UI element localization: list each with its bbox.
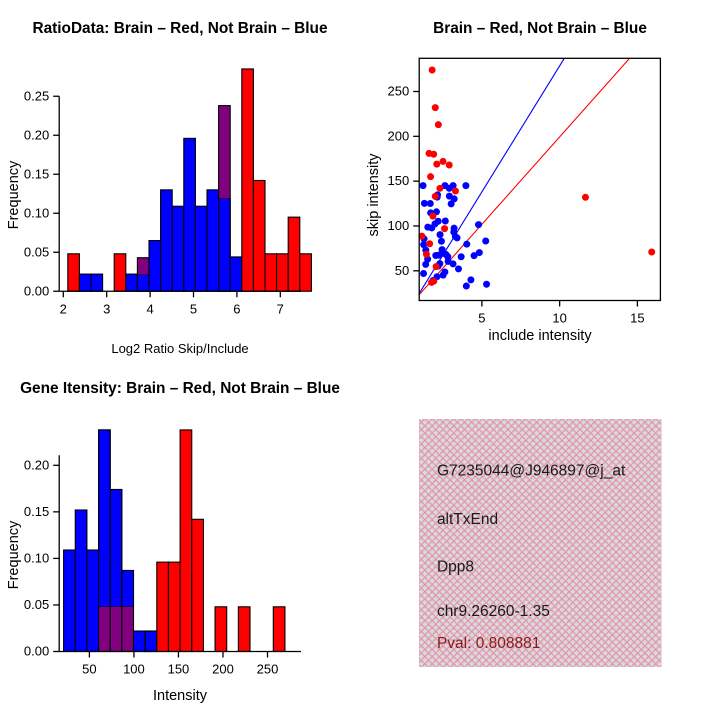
svg-text:0.05: 0.05 [24, 244, 49, 259]
svg-text:skip intensity: skip intensity [366, 153, 382, 237]
svg-text:Frequency: Frequency [6, 520, 22, 589]
svg-text:Dpp8: Dpp8 [437, 559, 474, 576]
svg-text:15: 15 [630, 311, 644, 326]
svg-text:4: 4 [146, 301, 153, 316]
svg-text:Brain – Red, Not Brain – Blue: Brain – Red, Not Brain – Blue [433, 20, 647, 37]
svg-text:50: 50 [395, 263, 409, 278]
svg-text:6: 6 [233, 301, 240, 316]
svg-text:250: 250 [257, 662, 279, 677]
svg-text:100: 100 [387, 218, 409, 233]
svg-text:150: 150 [387, 173, 409, 188]
svg-text:200: 200 [212, 662, 234, 677]
svg-text:0.15: 0.15 [24, 504, 49, 519]
svg-text:150: 150 [168, 662, 190, 677]
svg-text:chr9.26260-1.35: chr9.26260-1.35 [437, 603, 550, 620]
svg-text:RatioData: Brain – Red, Not Br: RatioData: Brain – Red, Not Brain – Blue [32, 20, 327, 37]
svg-text:0.20: 0.20 [24, 457, 49, 472]
svg-text:200: 200 [387, 128, 409, 143]
svg-text:altTxEnd: altTxEnd [437, 511, 498, 528]
svg-text:3: 3 [103, 301, 110, 316]
svg-text:Frequency: Frequency [6, 160, 22, 229]
svg-text:2: 2 [60, 301, 67, 316]
svg-text:0.20: 0.20 [24, 127, 49, 142]
svg-text:G7235044@J946897@j_at: G7235044@J946897@j_at [437, 462, 626, 479]
svg-text:7: 7 [277, 301, 284, 316]
svg-text:Log2 Ratio Skip/Include: Log2 Ratio Skip/Include [111, 341, 248, 356]
svg-text:0.10: 0.10 [24, 550, 49, 565]
svg-text:Intensity: Intensity [153, 688, 208, 704]
svg-text:250: 250 [387, 84, 409, 99]
svg-text:5: 5 [478, 311, 485, 326]
svg-text:50: 50 [82, 662, 96, 677]
svg-text:0.00: 0.00 [24, 283, 49, 298]
svg-text:10: 10 [552, 311, 566, 326]
svg-text:0.10: 0.10 [24, 205, 49, 220]
svg-text:0.05: 0.05 [24, 597, 49, 612]
svg-text:5: 5 [190, 301, 197, 316]
svg-text:0.25: 0.25 [24, 88, 49, 103]
svg-text:0.15: 0.15 [24, 166, 49, 181]
svg-text:100: 100 [123, 662, 145, 677]
svg-text:Gene Itensity: Brain – Red, No: Gene Itensity: Brain – Red, Not Brain – … [20, 380, 340, 397]
svg-text:0.00: 0.00 [24, 644, 49, 659]
svg-text:Pval: 0.808881: Pval: 0.808881 [437, 635, 540, 652]
svg-text:include intensity: include intensity [488, 328, 592, 344]
